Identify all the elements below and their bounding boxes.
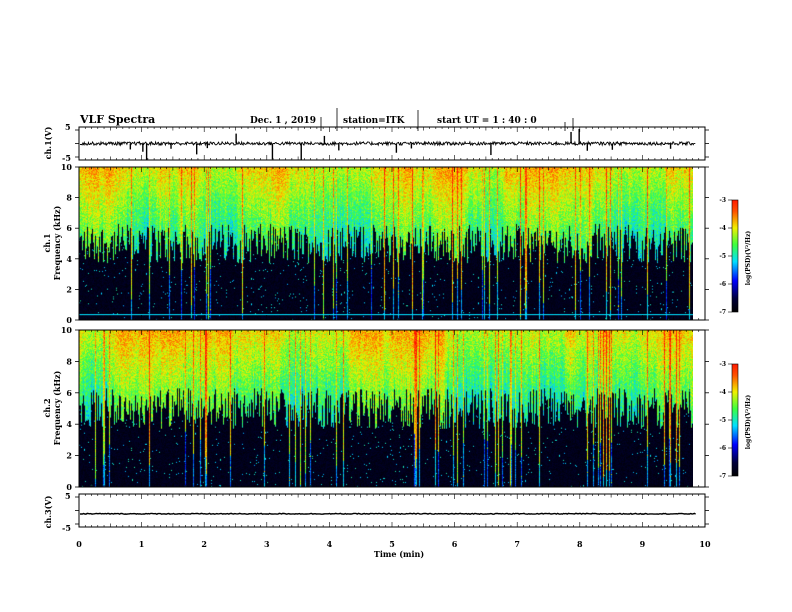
time-tick-label: 0 [76,539,82,549]
time-tick-label: 9 [640,539,646,549]
freq-tick-label: 0 [66,315,72,325]
colorbar-tick-label: -7 [719,309,726,316]
freq-tick-label: 6 [66,388,72,398]
ch3-waveform-trace [79,512,696,515]
colorbar-tick-label: -3 [719,361,726,368]
colorbar-tick-label: -7 [719,473,726,480]
start-time-label: start UT = 1 : 40 : 0 [437,116,537,126]
ch1-wave-tick-top: 5 [65,122,71,132]
time-tick-label: 3 [264,539,270,549]
colorbar-tick-label: -3 [719,197,726,204]
ch1-spectrogram-image [79,167,693,320]
freq-tick-label: 6 [66,223,72,233]
freq-tick-label: 2 [66,284,72,294]
ch3-wave-tick-bottom: -5 [62,523,71,533]
time-tick-label: 7 [514,539,520,549]
freq-tick-label: 10 [61,162,73,172]
colorbar-tick-label: -4 [719,225,726,232]
time-tick-label: 10 [699,539,711,549]
ch3-waveform-panel: 5 -5 ch.3(V) [43,491,709,533]
ch2-spec-ylabel-channel: ch.2 [42,398,52,417]
ch1-waveform-panel: 5 -5 ch.1(V) [43,108,709,163]
time-tick-label: 1 [139,539,145,549]
ch2-spectrogram-panel: ch.2 Frequency (kHz) 0 2 4 6 8 10 [42,325,709,492]
time-axis-label: Time (min) [374,549,424,559]
ch2-spec-ylabel-frequency: Frequency (kHz) [52,370,62,445]
time-axis: Time (min) 0 1 2 3 4 5 6 7 8 9 10 [76,539,711,559]
ch1-spec-ylabel-frequency: Frequency (kHz) [52,205,62,280]
time-tick-label: 8 [577,539,583,549]
time-tick-label: 6 [452,539,458,549]
ch1-waveform-trace [79,140,696,147]
time-tick-label: 5 [389,539,395,549]
colorbars: log(PSD)(V²/Hz) log(PSD)(V²/Hz) -3 -4 -5 -6… [719,197,752,480]
colorbar-tick-label: -5 [719,253,726,260]
colorbar-tick-label: -4 [719,389,726,396]
figure-title: VLF Spectra [79,113,155,126]
colorbar2-label: log(PSD)(V²/Hz) [745,395,752,450]
date-label: Dec. 1 , 2019 [250,116,316,126]
freq-tick-label: 4 [66,419,72,429]
colorbar-tick-label: -6 [719,445,726,452]
colorbar-1 [731,199,739,313]
ch1-wave-ylabel: ch.1(V) [43,126,53,159]
freq-tick-label: 4 [66,254,72,264]
ch3-wave-tick-top: 5 [65,491,71,501]
ch1-spectrogram-panel: ch.1 Frequency (kHz) 0 2 4 6 8 10 [42,162,709,325]
time-tick-label: 4 [327,539,333,549]
freq-tick-label: 2 [66,451,72,461]
station-label: station=ITK [343,116,406,126]
colorbar-2 [731,363,739,477]
freq-tick-label: 8 [66,193,72,203]
ch1-spec-ylabel-channel: ch.1 [42,233,52,252]
colorbar-tick-label: -5 [719,417,726,424]
freq-tick-label: 0 [66,482,72,492]
colorbar1-label: log(PSD)(V²/Hz) [745,231,752,286]
colorbar-tick-label: -6 [719,281,726,288]
ch2-spectrogram-image [79,330,693,487]
ch1-wave-tick-bottom: -5 [62,153,71,163]
freq-tick-label: 8 [66,356,72,366]
ch3-wave-ylabel: ch.3(V) [43,495,53,528]
time-tick-label: 2 [201,539,207,549]
freq-tick-label: 10 [61,325,73,335]
